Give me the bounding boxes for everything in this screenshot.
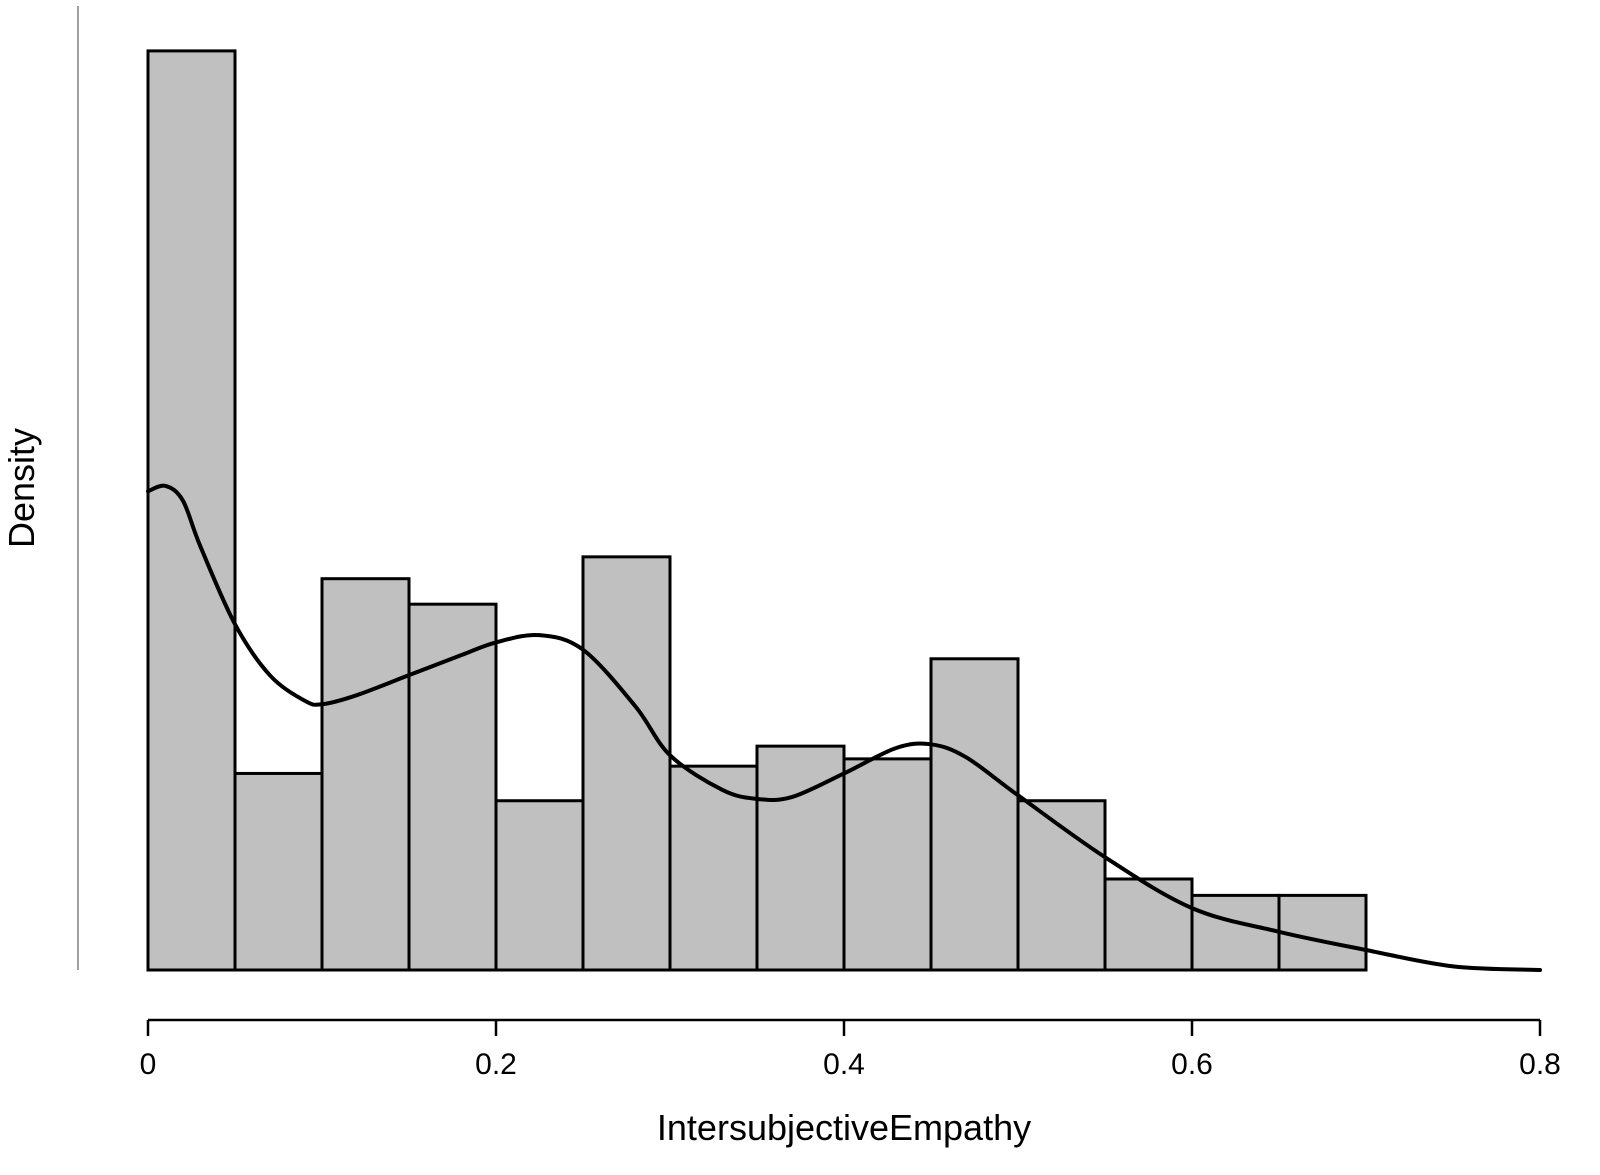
histogram-bar-13 — [1277, 893, 1368, 972]
histogram-bar-6 — [668, 764, 759, 972]
x-tick-label-0: 0 — [140, 1048, 157, 1081]
y-axis-title: Density — [1, 428, 42, 548]
histogram-bar-4 — [494, 799, 585, 972]
histogram-bar-1 — [233, 771, 324, 972]
histogram-bar-7 — [755, 744, 846, 972]
bars-layer — [146, 49, 1368, 972]
x-tick-label-3: 0.6 — [1171, 1048, 1213, 1081]
x-tick-label-4: 0.8 — [1519, 1048, 1561, 1081]
histogram-bar-2 — [320, 577, 411, 972]
histogram-bar-0 — [146, 49, 237, 972]
histogram-bar-3 — [407, 602, 498, 972]
x-tick-label-1: 0.2 — [475, 1048, 517, 1081]
x-axis-ticks: 0 0.2 0.4 0.6 0.8 — [140, 1020, 1561, 1081]
histogram-bar-8 — [842, 757, 933, 972]
histogram-bar-9 — [929, 657, 1020, 972]
x-tick-label-2: 0.4 — [823, 1048, 865, 1081]
density-curve — [146, 483, 1542, 972]
histogram-bar-11 — [1103, 877, 1194, 972]
histogram-bar-5 — [581, 555, 672, 972]
x-axis-title: IntersubjectiveEmpathy — [657, 1107, 1031, 1148]
histogram-bar-12 — [1190, 893, 1281, 972]
